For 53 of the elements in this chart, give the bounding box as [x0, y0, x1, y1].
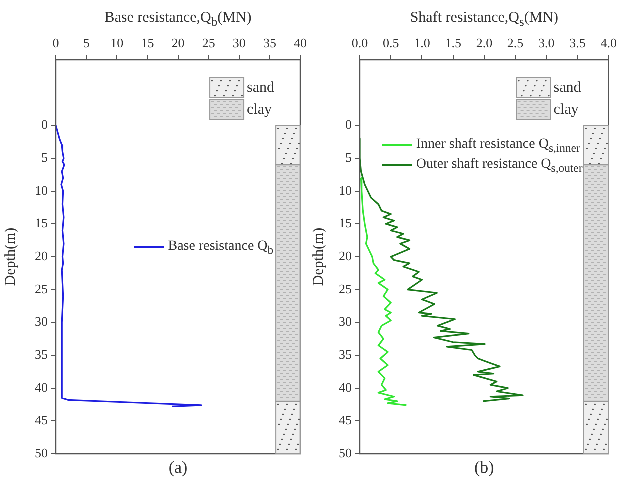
x-tick-label: 0	[52, 36, 60, 51]
y-tick-label: 45	[35, 412, 48, 428]
x-tick-label: 25	[202, 36, 216, 51]
y-axis-title: Depth(m)	[2, 228, 19, 286]
x-tick-label: 3.5	[570, 36, 586, 51]
y-tick-label: 50	[339, 445, 352, 460]
x-tick-label: 3.0	[538, 36, 555, 51]
y-tick-label: 0	[42, 117, 48, 132]
y-tick-label: 10	[339, 182, 352, 198]
y-tick-label: 20	[35, 248, 48, 264]
x-tick-label: 30	[232, 36, 246, 51]
legend-label: clay	[554, 102, 580, 118]
y-tick-label: 15	[339, 216, 352, 231]
y-tick-label: 20	[339, 248, 352, 264]
x-tick-label: 2.5	[507, 36, 524, 51]
y-tick-label: 35	[339, 346, 352, 362]
x-tick-label: 0.5	[382, 36, 400, 51]
y-tick-label: 0	[346, 117, 352, 132]
legend-label: sand	[247, 80, 276, 96]
y-tick-label: 10	[35, 182, 48, 198]
x-tick-label: 1.5	[445, 36, 462, 51]
x-tick-label: 40	[294, 36, 307, 51]
x-tick-label: 10	[110, 36, 124, 51]
text: (a)	[168, 458, 188, 478]
y-tick-label: 30	[35, 314, 48, 330]
x-axis-title: Base resistance,Q$_{b}$(MN)	[104, 10, 252, 30]
x-tick-label: 2.0	[476, 36, 493, 51]
x-tick-label: 0.0	[352, 36, 368, 51]
x-tick-label: 5	[83, 36, 90, 51]
legend-label: clay	[247, 102, 273, 118]
x-tick-label: 1.0	[414, 36, 430, 51]
legend-label: sand	[554, 80, 582, 96]
y-tick-label: 5	[346, 150, 352, 165]
y-tick-label: 25	[35, 281, 48, 296]
y-tick-label: 30	[339, 314, 352, 330]
y-tick-label: 15	[35, 216, 48, 231]
y-tick-label: 35	[35, 346, 48, 362]
legend-label: Inner shaft resistance Q$_{s,inner}$	[416, 136, 580, 155]
y-axis-title: Depth(m)	[310, 228, 327, 286]
legend-label: Outer shaft resistance Q$_{s,outer}$	[416, 156, 583, 175]
x-tick-label: 35	[263, 36, 276, 51]
text: (b)	[474, 458, 494, 478]
y-tick-label: 40	[339, 380, 352, 395]
y-tick-label: 40	[35, 380, 48, 395]
x-tick-label: 15	[141, 36, 154, 51]
y-tick-label: 5	[42, 150, 48, 165]
x-tick-label: 20	[172, 36, 185, 51]
y-tick-label: 45	[339, 412, 352, 428]
x-tick-label: 4.0	[600, 36, 617, 51]
x-axis-title: Shaft resistance,Q$_{s}$(MN)	[410, 10, 559, 30]
y-tick-label: 50	[35, 445, 48, 460]
y-tick-label: 25	[339, 281, 352, 296]
legend-label: Base resistance Q$_{b}$	[168, 239, 274, 258]
